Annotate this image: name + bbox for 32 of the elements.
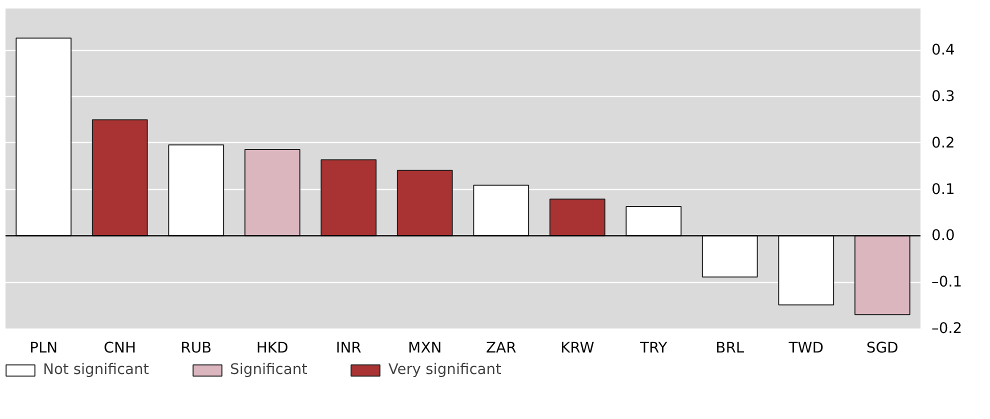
bar: [854, 235, 910, 316]
bar: [168, 144, 224, 236]
x-tick-label: SGD: [866, 340, 898, 356]
y-tick-label: –0.1: [932, 274, 962, 291]
bar: [626, 206, 682, 236]
y-tick-label: 0.2: [932, 134, 955, 152]
x-tick-label: BRL: [716, 340, 745, 356]
x-tick-label: KRW: [560, 340, 595, 356]
x-tick-label: CNH: [104, 340, 136, 356]
x-tick-label: PLN: [30, 340, 58, 356]
bar: [244, 148, 300, 236]
x-tick-label: HKD: [256, 340, 288, 356]
bar: [92, 119, 148, 236]
y-tick-label: 0.4: [932, 42, 955, 59]
bar: [473, 184, 530, 236]
x-tick-label: RUB: [180, 340, 212, 356]
legend-label: Very significant: [388, 361, 502, 378]
y-tick-label: –0.2: [932, 320, 962, 337]
legend-label: Not significant: [43, 361, 150, 378]
x-tick-label: ZAR: [486, 340, 516, 356]
x-tick-label: TRY: [639, 340, 668, 356]
bar: [549, 198, 606, 236]
y-tick-label: 0.3: [932, 88, 955, 106]
y-tick-label: 0.0: [932, 227, 955, 244]
bar: [702, 235, 758, 278]
x-tick-label: MXN: [408, 340, 442, 356]
x-tick-label: TWD: [788, 340, 824, 356]
x-tick-label: INR: [336, 340, 362, 356]
bar: [320, 159, 377, 236]
legend-label: Significant: [230, 361, 308, 378]
bar: [396, 170, 453, 236]
y-tick-label: 0.1: [932, 180, 955, 198]
